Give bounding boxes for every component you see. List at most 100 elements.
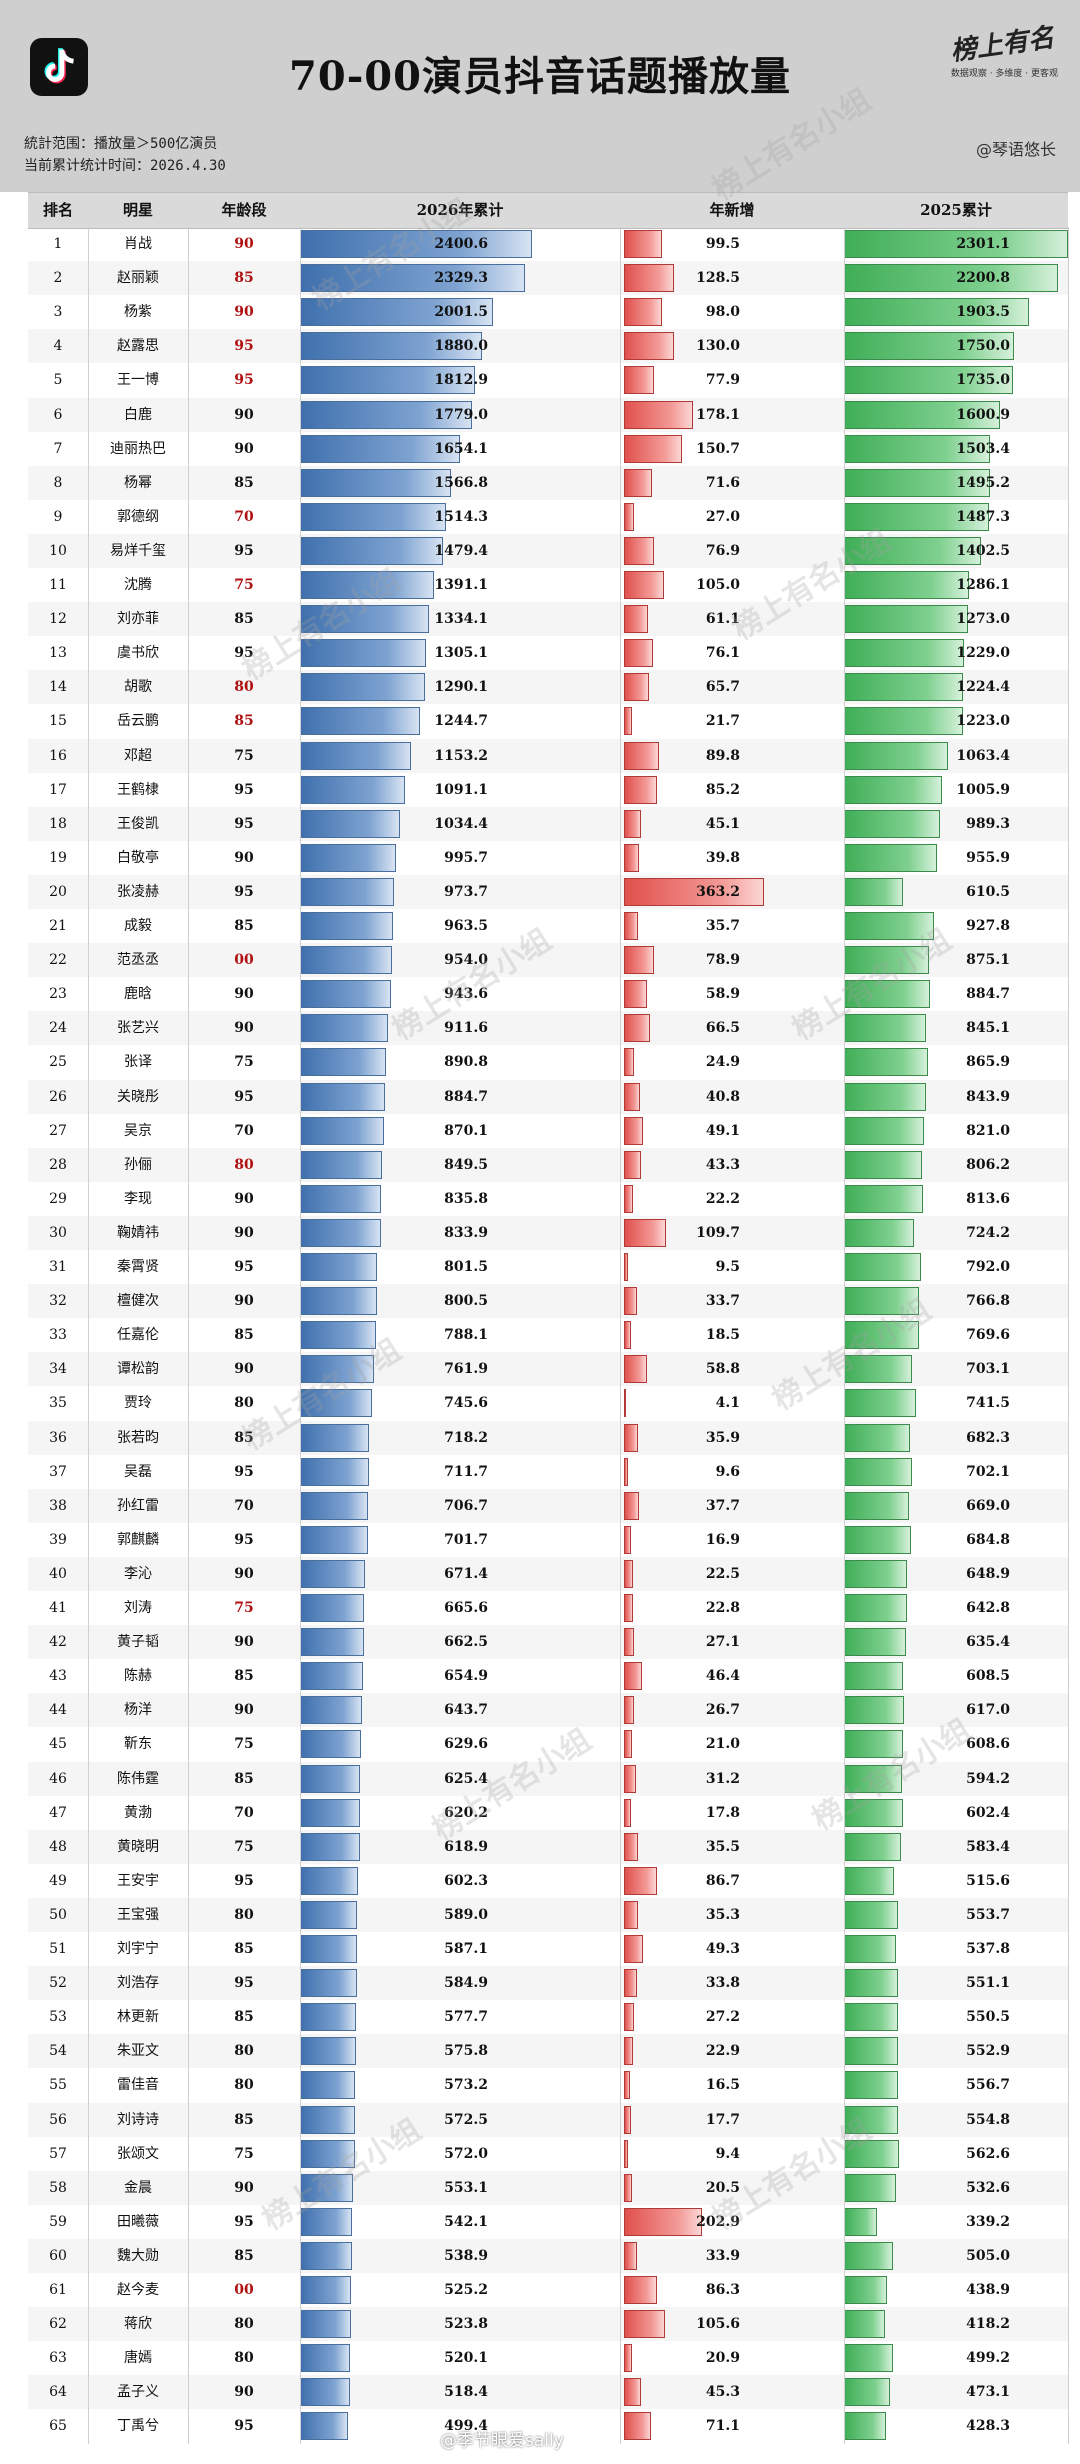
bar-new-increase <box>624 264 674 293</box>
value-2025-total: 682.3 <box>966 1429 1010 1446</box>
age-group-cell: 90 <box>234 1361 254 1378</box>
rank-cell: 58 <box>49 2179 67 2196</box>
value-2025-total: 1273.0 <box>956 611 1010 628</box>
age-group-cell: 95 <box>234 542 254 559</box>
footer-watermark: @季节眼爱sally <box>440 2431 564 2451</box>
value-2026-total: 1654.1 <box>434 440 488 457</box>
star-name-cell: 张若昀 <box>117 1429 159 1446</box>
table-row: 29 李现 90 835.8 22.2 813.6 <box>28 1182 1068 1216</box>
age-group-cell: 95 <box>234 1259 254 1275</box>
bar-2026-total <box>300 1662 364 1691</box>
rank-cell: 56 <box>49 2111 67 2128</box>
value-2025-total: 610.5 <box>966 883 1010 900</box>
value-2026-total: 1290.1 <box>434 679 488 696</box>
bar-2026-total <box>300 1866 359 1895</box>
age-group-cell: 85 <box>234 1327 254 1344</box>
bar-2025-total <box>844 468 990 497</box>
value-new-increase: 109.7 <box>696 1224 740 1241</box>
bar-2025-total <box>844 1969 898 1998</box>
value-2026-total: 1779.0 <box>434 406 488 423</box>
value-2025-total: 821.0 <box>966 1122 1010 1139</box>
bar-2026-total <box>300 843 397 872</box>
value-new-increase: 65.7 <box>705 679 740 696</box>
value-2026-total: 1153.2 <box>434 747 488 764</box>
value-2026-total: 1566.8 <box>434 474 488 491</box>
star-name-cell: 刘宇宁 <box>117 1941 159 1957</box>
star-name-cell: 田曦薇 <box>117 2213 159 2230</box>
rank-cell: 27 <box>49 1122 67 1139</box>
bar-2026-total <box>300 1491 369 1520</box>
bar-2026-total <box>300 2241 353 2270</box>
star-name-cell: 刘浩存 <box>117 1975 159 1992</box>
age-group-cell: 85 <box>234 2111 254 2128</box>
rank-cell: 31 <box>49 1259 67 1275</box>
age-group-cell: 70 <box>234 1804 254 1821</box>
value-new-increase: 71.1 <box>705 2418 740 2435</box>
rank-cell: 55 <box>49 2077 67 2094</box>
value-2026-total: 833.9 <box>444 1224 488 1241</box>
star-name-cell: 鞠婧祎 <box>117 1224 159 1241</box>
value-new-increase: 76.9 <box>705 542 740 559</box>
value-2026-total: 1305.1 <box>434 645 488 662</box>
rank-cell: 18 <box>49 815 67 832</box>
value-2025-total: 955.9 <box>966 849 1010 866</box>
star-name-cell: 刘亦菲 <box>117 611 159 628</box>
table-row: 57 张颂文 75 572.0 9.4 562.6 <box>28 2137 1068 2171</box>
value-2025-total: 532.6 <box>966 2179 1010 2196</box>
value-2026-total: 706.7 <box>444 1497 488 1514</box>
value-2025-total: 552.9 <box>966 2043 1010 2060</box>
bar-new-increase <box>624 673 650 702</box>
bar-new-increase <box>624 1253 628 1281</box>
value-2026-total: 671.4 <box>444 1565 488 1582</box>
table-row: 42 黄子韬 90 662.5 27.1 635.4 <box>28 1625 1068 1660</box>
value-new-increase: 27.1 <box>705 1634 740 1651</box>
col-rank-header: 排名 <box>42 201 73 219</box>
table-row: 6 白鹿 90 1779.0 178.1 1600.9 <box>28 397 1068 432</box>
value-2026-total: 801.5 <box>444 1259 488 1275</box>
table-row: 59 田曦薇 95 542.1 202.9 339.2 <box>28 2205 1068 2239</box>
value-new-increase: 89.8 <box>705 747 740 764</box>
rank-cell: 64 <box>49 2384 67 2401</box>
value-new-increase: 31.2 <box>705 1770 740 1787</box>
rank-cell: 47 <box>49 1804 67 1821</box>
bar-2025-total <box>844 1696 905 1725</box>
grid-line <box>620 227 621 2444</box>
star-name-cell: 吴京 <box>124 1122 152 1139</box>
table-row: 4 赵露思 95 1880.0 130.0 1750.0 <box>28 329 1068 364</box>
star-name-cell: 檀健次 <box>117 1293 159 1310</box>
rank-cell: 9 <box>53 508 63 525</box>
value-2025-total: 1903.5 <box>956 304 1010 321</box>
value-2026-total: 620.2 <box>444 1804 488 1821</box>
table-row: 34 谭松韵 90 761.9 58.8 703.1 <box>28 1352 1068 1387</box>
age-group-cell: 95 <box>234 2213 254 2230</box>
age-group-cell: 00 <box>234 2282 254 2298</box>
value-2026-total: 520.1 <box>444 2350 488 2367</box>
bar-2025-total <box>844 639 964 668</box>
value-new-increase: 76.1 <box>705 645 740 662</box>
star-name-cell: 贾玲 <box>124 1395 152 1412</box>
rank-cell: 26 <box>49 1088 67 1105</box>
col-2026-header: 2026年累计 <box>416 201 504 219</box>
bar-new-increase <box>624 1287 637 1316</box>
bar-2026-total <box>300 1423 370 1452</box>
bar-2026-total <box>300 2207 353 2236</box>
age-group-cell: 90 <box>234 1293 254 1310</box>
value-2025-total: 556.7 <box>966 2077 1010 2094</box>
age-group-cell: 90 <box>234 2179 254 2196</box>
value-2025-total: 339.2 <box>966 2213 1010 2230</box>
bar-new-increase <box>624 1491 639 1520</box>
value-new-increase: 77.9 <box>705 372 740 389</box>
rank-cell: 25 <box>49 1054 67 1071</box>
value-2025-total: 473.1 <box>966 2384 1010 2401</box>
rank-cell: 54 <box>49 2043 67 2060</box>
value-2025-total: 594.2 <box>966 1770 1010 1787</box>
age-group-cell: 90 <box>234 986 254 1003</box>
star-name-cell: 杨洋 <box>124 1702 152 1719</box>
bar-new-increase <box>624 400 693 429</box>
star-name-cell: 陈赫 <box>124 1668 152 1685</box>
bar-new-increase <box>624 946 655 975</box>
value-2026-total: 1391.1 <box>434 577 488 593</box>
value-2025-total: 875.1 <box>966 952 1010 969</box>
value-2026-total: 995.7 <box>444 849 488 866</box>
bar-2025-total <box>844 2173 896 2202</box>
